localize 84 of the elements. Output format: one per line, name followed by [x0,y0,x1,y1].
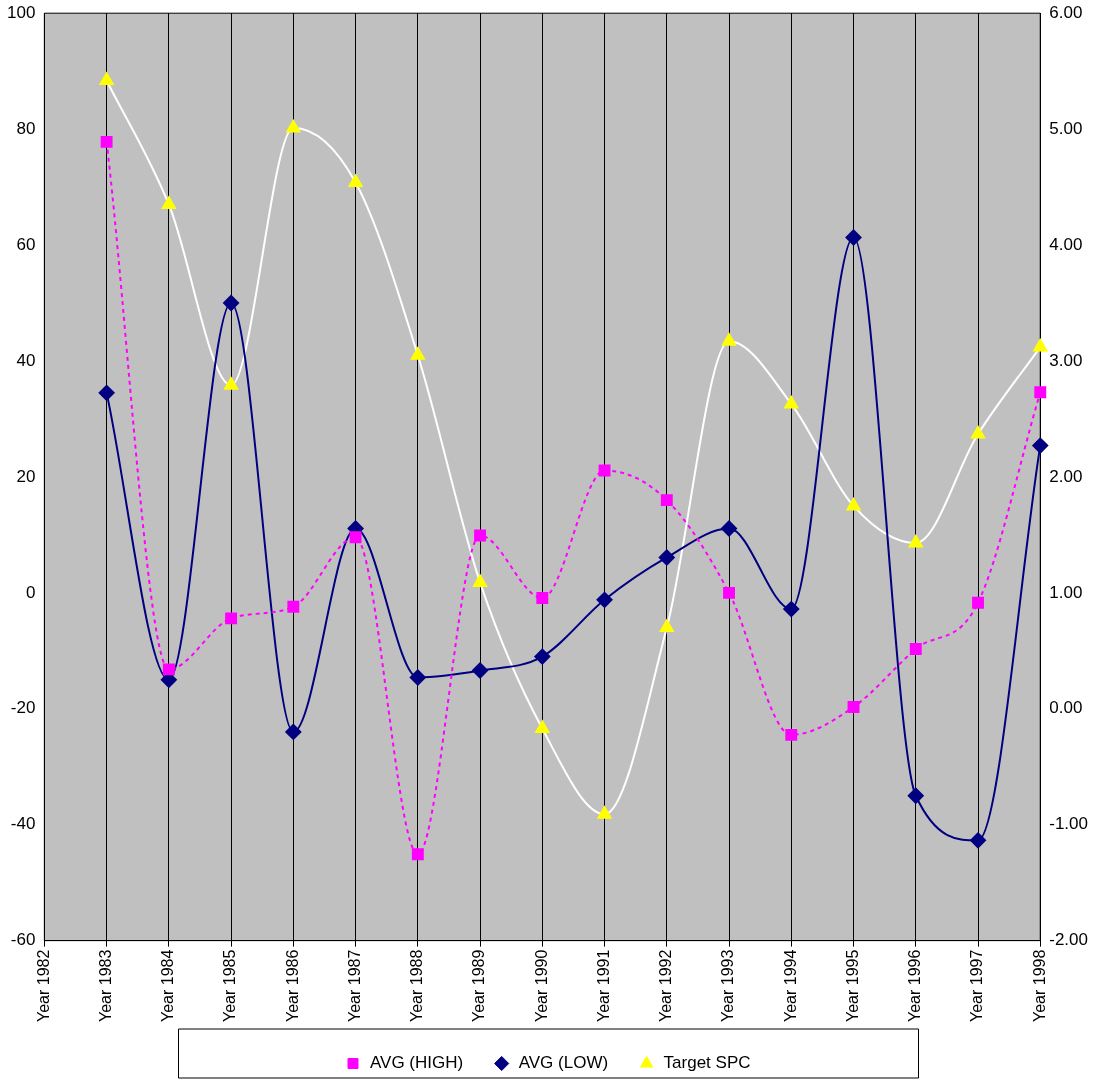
y-tick-label: 60 [16,234,36,254]
x-tick-label: Year 1983 [97,949,115,1023]
point [472,662,489,679]
point [659,619,674,633]
x-tick-label: Year 1997 [968,949,986,1023]
x-tick-label: Year 1996 [906,949,924,1023]
point [223,295,240,312]
point [660,494,673,507]
x-tick-label: Year 1991 [594,949,612,1023]
point [474,529,487,542]
legend-label: AVG (LOW) [518,1053,609,1073]
x-tick-label: Year 1990 [532,949,550,1023]
point [783,601,800,618]
y2-tick-label: 6.00 [1049,2,1083,22]
point [845,229,862,246]
point [846,497,861,511]
point [411,848,424,861]
x-tick-label: Year 1994 [781,949,799,1023]
point [534,648,551,665]
x-tick-label: Year 1989 [470,949,488,1023]
y-tick-label: 100 [6,2,36,22]
legend-label: Target SPC [663,1053,751,1073]
point [348,174,363,187]
legend-label: AVG (HIGH) [369,1053,464,1073]
point [847,701,860,713]
x-tick-label: Year 1982 [34,949,52,1023]
x-tick-label: Year 1986 [283,949,301,1023]
y2-tick-label: 3.00 [1049,350,1083,370]
x-tick-label: Year 1985 [221,949,239,1023]
point [1033,339,1048,352]
point [785,728,798,741]
point [349,531,362,544]
point [721,333,737,346]
y2-tick-label: -1.00 [1049,814,1088,834]
point [224,377,239,390]
point [535,720,550,733]
y-tick-label: -60 [10,930,36,950]
point [536,592,549,605]
point [162,663,175,676]
point [1032,437,1049,454]
point [285,723,302,740]
x-tick-label: Year 1998 [1030,949,1048,1023]
point [225,612,238,625]
x-tick-label: Year 1993 [719,949,737,1023]
y2-tick-label: 2.00 [1049,466,1083,486]
point [161,196,176,209]
point [970,426,986,439]
point [287,600,300,613]
y2-tick-label: 5.00 [1049,118,1083,138]
x-tick-label: Year 1995 [843,949,861,1023]
point [410,347,425,360]
y-tick-label: 20 [16,466,36,486]
y-tick-label: 40 [16,350,36,370]
point [972,596,984,609]
x-tick-label: Year 1992 [657,949,675,1023]
y2-tick-label: 1.00 [1049,582,1083,602]
x-tick-label: Year 1987 [345,949,363,1023]
point [721,520,738,537]
point [99,72,114,85]
point [1034,386,1047,399]
y-tick-label: -20 [10,698,36,718]
point [98,384,115,401]
x-tick-label: Year 1984 [159,949,177,1023]
x-tick-label: Year 1988 [408,949,426,1023]
point [473,574,488,587]
y2-tick-label: 4.00 [1049,234,1083,254]
point [596,591,613,608]
point [597,806,612,819]
point [907,787,924,804]
y-tick-label: -40 [10,814,36,834]
point [286,119,301,133]
y2-tick-label: -2.00 [1049,930,1088,950]
point [658,549,675,566]
point [970,832,987,849]
point [784,395,799,409]
point [908,535,923,548]
y-tick-label: 80 [16,118,36,138]
point [409,669,426,686]
point [723,586,735,599]
y-tick-label: 0 [25,582,36,602]
point [100,135,113,148]
point [909,643,922,656]
point [598,464,611,477]
y2-tick-label: 0.00 [1049,698,1083,718]
